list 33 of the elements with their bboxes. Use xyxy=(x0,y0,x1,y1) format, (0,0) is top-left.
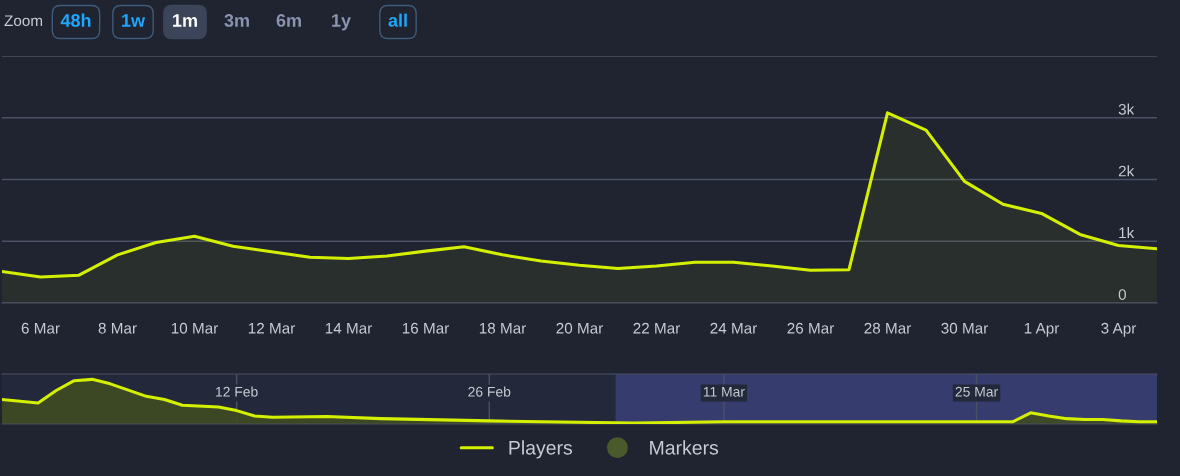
x-tick-label: 24 Mar xyxy=(710,322,758,334)
text: all xyxy=(388,13,407,27)
text: 6m xyxy=(276,14,301,27)
y-tick-label: 0 xyxy=(1118,289,1127,300)
x-tick-label: 18 Mar xyxy=(479,322,527,334)
x-tick-label: 10 Mar xyxy=(171,322,219,334)
y-tick-label: 1k xyxy=(1119,227,1135,239)
text: 1m xyxy=(173,14,197,27)
x-tick-label: 8 Mar xyxy=(98,322,137,334)
text: Zoom xyxy=(4,15,43,27)
text: 1y xyxy=(332,14,351,31)
legend-label: Players xyxy=(509,440,573,459)
x-tick-label: 11 Mar xyxy=(703,387,745,397)
legend-label: Markers xyxy=(650,440,719,455)
x-tick-label: 30 Mar xyxy=(941,322,989,334)
text: 3m xyxy=(224,14,249,27)
x-tick-label: 12 Mar xyxy=(248,322,296,334)
x-tick-label: 26 Feb xyxy=(468,386,511,397)
text: 1w xyxy=(122,14,146,27)
x-tick-label: 20 Mar xyxy=(556,322,604,334)
x-tick-label: 3 Apr xyxy=(1101,322,1137,337)
y-tick-label: 2k xyxy=(1118,165,1135,177)
x-tick-label: 1 Apr xyxy=(1024,323,1060,337)
y-tick-label: 3k xyxy=(1118,103,1135,115)
x-tick-label: 25 Mar xyxy=(955,386,998,397)
x-tick-label: 6 Mar xyxy=(21,322,60,334)
text: 48h xyxy=(60,13,91,27)
x-tick-label: 26 Mar xyxy=(787,322,835,334)
x-tick-label: 22 Mar xyxy=(633,322,681,334)
x-tick-label: 12 Feb xyxy=(216,386,258,397)
x-tick-label: 28 Mar xyxy=(864,322,912,334)
x-tick-label: 14 Mar xyxy=(325,323,373,334)
x-tick-label: 16 Mar xyxy=(402,322,450,334)
